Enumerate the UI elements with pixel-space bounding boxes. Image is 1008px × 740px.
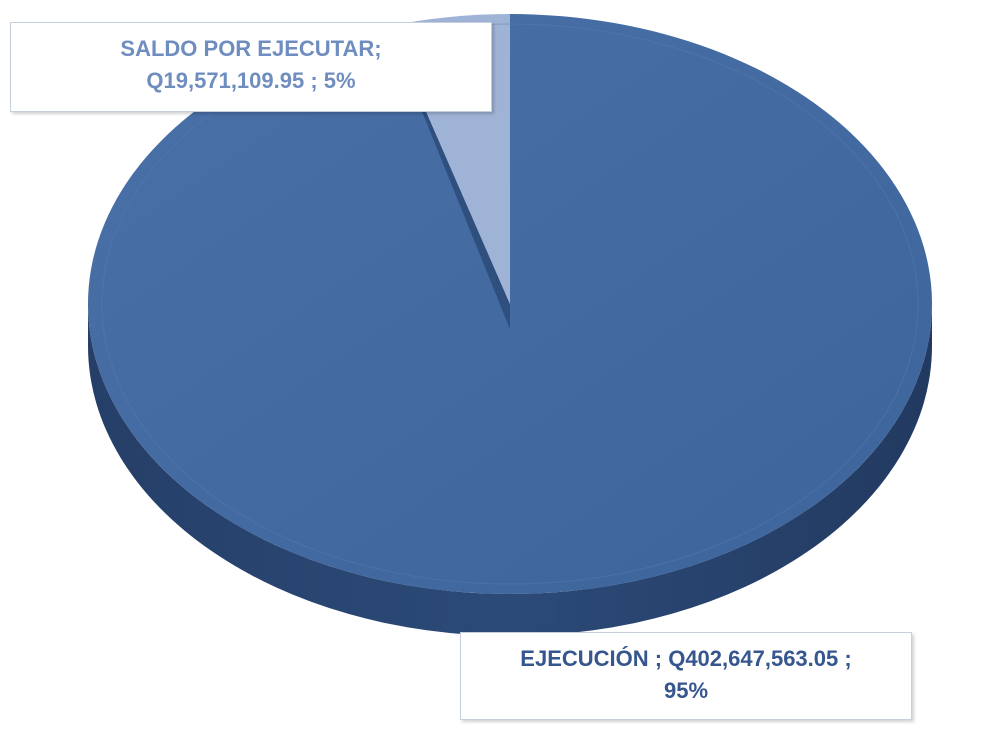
data-label-saldo-por-ejecutar: SALDO POR EJECUTAR; Q19,571,109.95 ; 5% <box>10 22 492 112</box>
data-label-saldo-line1: SALDO POR EJECUTAR; <box>120 36 382 61</box>
pie-rim-highlight <box>101 23 919 585</box>
data-label-ejecucion-line1: EJECUCIÓN ; Q402,647,563.05 ; <box>520 646 852 671</box>
data-label-ejecucion-line2: 95% <box>663 678 709 703</box>
data-label-saldo-line2: Q19,571,109.95 ; 5% <box>146 68 356 93</box>
data-label-ejecucion: EJECUCIÓN ; Q402,647,563.05 ; 95% <box>460 632 912 720</box>
